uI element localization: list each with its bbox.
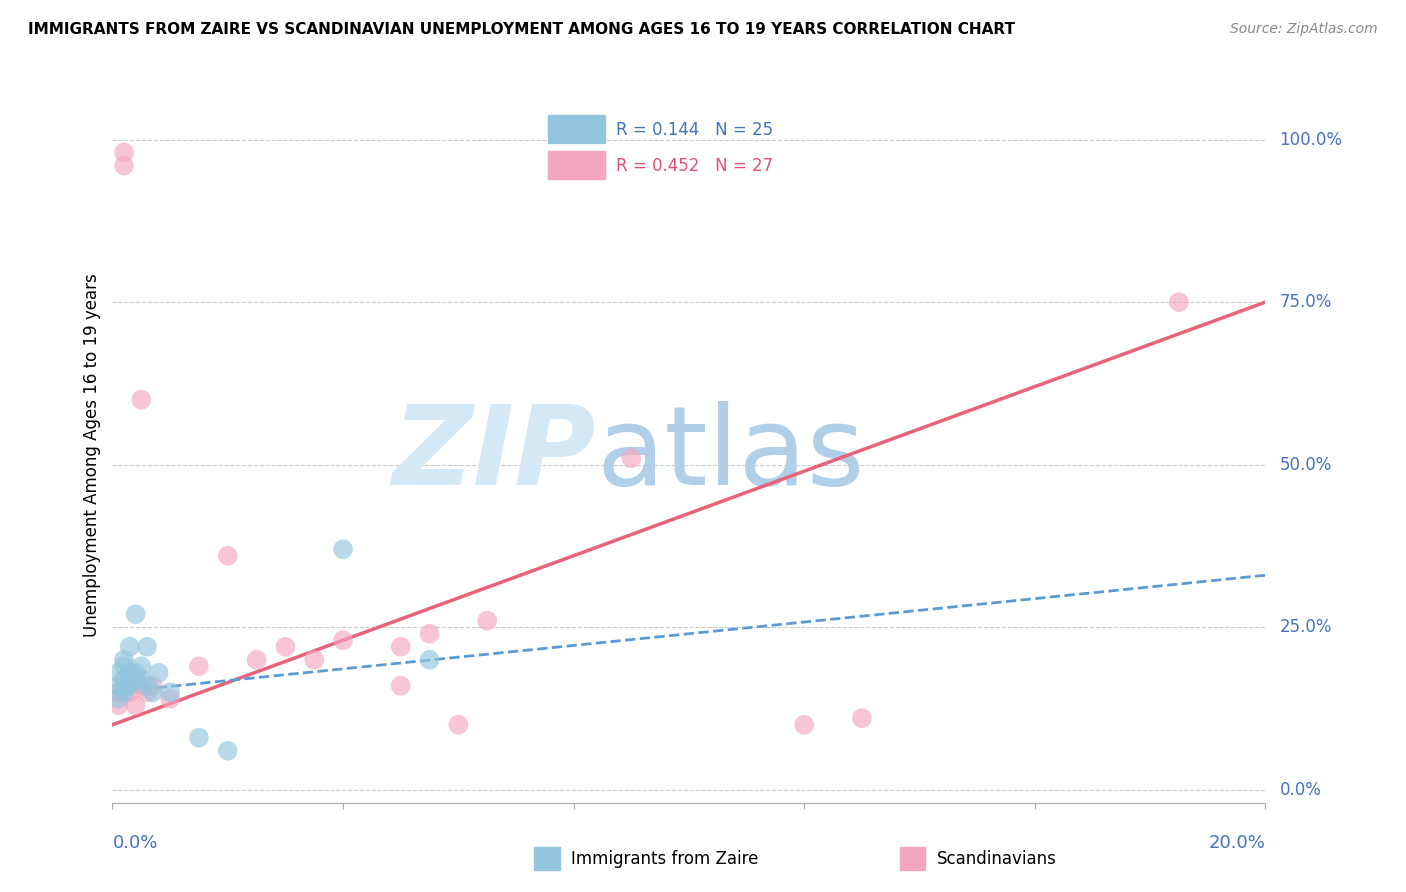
Point bbox=[112, 145, 135, 160]
Point bbox=[217, 549, 239, 563]
Point bbox=[447, 718, 470, 732]
Point bbox=[124, 665, 146, 680]
Point bbox=[118, 640, 141, 654]
Text: atlas: atlas bbox=[596, 401, 865, 508]
Point bbox=[112, 659, 135, 673]
Point bbox=[136, 685, 159, 699]
Point bbox=[475, 614, 498, 628]
Text: 75.0%: 75.0% bbox=[1279, 293, 1331, 311]
Point bbox=[112, 159, 135, 173]
Point bbox=[159, 685, 181, 699]
Point bbox=[142, 679, 165, 693]
Text: Immigrants from Zaire: Immigrants from Zaire bbox=[571, 849, 758, 868]
Text: 25.0%: 25.0% bbox=[1279, 618, 1331, 636]
Point bbox=[217, 744, 239, 758]
Point bbox=[159, 691, 181, 706]
Point bbox=[107, 679, 129, 693]
Point bbox=[188, 659, 211, 673]
Point bbox=[112, 672, 135, 686]
Text: Source: ZipAtlas.com: Source: ZipAtlas.com bbox=[1230, 22, 1378, 37]
Point bbox=[129, 679, 153, 693]
Text: R = 0.144   N = 25: R = 0.144 N = 25 bbox=[616, 120, 773, 138]
Point bbox=[793, 718, 815, 732]
Text: IMMIGRANTS FROM ZAIRE VS SCANDINAVIAN UNEMPLOYMENT AMONG AGES 16 TO 19 YEARS COR: IMMIGRANTS FROM ZAIRE VS SCANDINAVIAN UN… bbox=[28, 22, 1015, 37]
Point bbox=[118, 672, 141, 686]
Text: R = 0.452   N = 27: R = 0.452 N = 27 bbox=[616, 157, 773, 175]
Point bbox=[129, 659, 153, 673]
Point bbox=[419, 626, 441, 640]
Bar bbox=[548, 115, 605, 143]
Point bbox=[620, 451, 643, 466]
Point bbox=[118, 679, 141, 693]
Point bbox=[112, 653, 135, 667]
Point bbox=[274, 640, 297, 654]
Point bbox=[107, 691, 129, 706]
Point bbox=[1167, 295, 1189, 310]
Point bbox=[851, 711, 873, 725]
Point bbox=[389, 679, 412, 693]
Text: 100.0%: 100.0% bbox=[1279, 130, 1343, 149]
Point bbox=[124, 607, 146, 622]
Point bbox=[136, 640, 159, 654]
Text: 20.0%: 20.0% bbox=[1209, 834, 1265, 852]
Bar bbox=[548, 151, 605, 179]
Point bbox=[136, 679, 159, 693]
Point bbox=[112, 685, 135, 699]
Point bbox=[389, 640, 412, 654]
Point bbox=[107, 685, 129, 699]
Y-axis label: Unemployment Among Ages 16 to 19 years: Unemployment Among Ages 16 to 19 years bbox=[83, 273, 101, 637]
Text: 0.0%: 0.0% bbox=[1279, 780, 1322, 799]
Text: 50.0%: 50.0% bbox=[1279, 456, 1331, 474]
Point bbox=[148, 665, 170, 680]
Point bbox=[419, 653, 441, 667]
Point bbox=[188, 731, 211, 745]
Point bbox=[129, 392, 153, 407]
Point bbox=[107, 698, 129, 713]
Point bbox=[304, 653, 326, 667]
Point bbox=[332, 542, 354, 557]
Point bbox=[142, 685, 165, 699]
Text: 0.0%: 0.0% bbox=[112, 834, 157, 852]
Point bbox=[124, 672, 146, 686]
Point bbox=[112, 679, 135, 693]
Text: ZIP: ZIP bbox=[394, 401, 596, 508]
Point bbox=[245, 653, 267, 667]
Text: Scandinavians: Scandinavians bbox=[936, 849, 1056, 868]
Point bbox=[118, 665, 141, 680]
Point bbox=[129, 672, 153, 686]
Point bbox=[118, 685, 141, 699]
Point bbox=[332, 633, 354, 648]
Point bbox=[107, 665, 129, 680]
Point bbox=[124, 698, 146, 713]
